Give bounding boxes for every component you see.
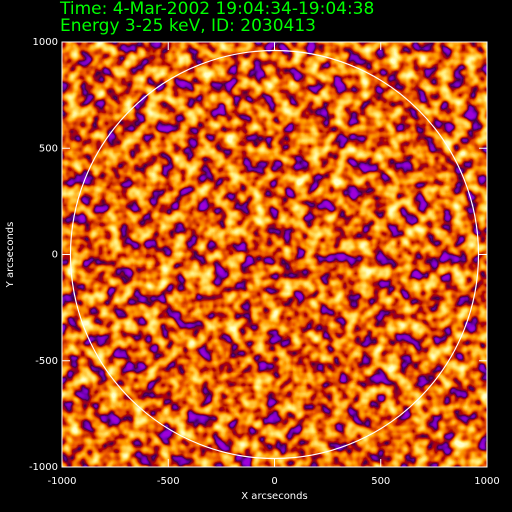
y-tick-label: 1000	[33, 37, 58, 48]
solar-limb	[69, 49, 480, 460]
x-tick-label: -1000	[47, 476, 76, 487]
y-tick-label: 500	[39, 143, 58, 154]
x-tick-label: 1000	[474, 476, 499, 487]
subtitle: Energy 3-25 keV, ID: 2030413	[60, 16, 316, 36]
x-tick-label: -500	[157, 476, 180, 487]
heat-map	[62, 42, 487, 467]
x-tick-label: 500	[371, 476, 390, 487]
y-tick-label: -1000	[29, 462, 58, 473]
y-tick-label: 0	[52, 250, 58, 261]
x-tick-label: 0	[271, 476, 277, 487]
x-axis-label: X arcseconds	[241, 491, 307, 502]
image-area	[62, 42, 487, 467]
title: Time: 4-Mar-2002 19:04:34-19:04:38	[59, 0, 374, 19]
y-axis-label: Y arcseconds	[5, 222, 16, 289]
y-tick-label: -500	[35, 356, 58, 367]
